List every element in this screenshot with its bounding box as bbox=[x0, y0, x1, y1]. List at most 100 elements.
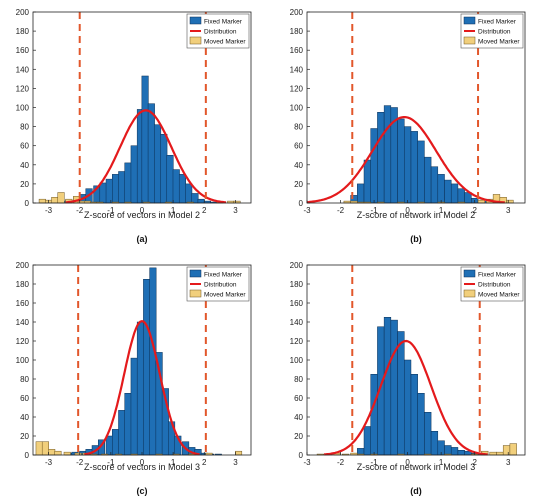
x-tick-label: 2 bbox=[202, 458, 207, 467]
panel-caption: (d) bbox=[410, 486, 422, 496]
fixed-marker-bar bbox=[370, 374, 378, 456]
distribution-curve bbox=[306, 115, 505, 204]
fixed-marker-bar bbox=[130, 357, 138, 456]
distribution-curve bbox=[65, 109, 227, 204]
y-tick-label: 80 bbox=[294, 375, 303, 384]
y-tick-label: 100 bbox=[290, 356, 304, 365]
x-axis-label: Z-score of network in Model 2 bbox=[357, 210, 476, 220]
x-tick-label: 1 bbox=[439, 206, 444, 215]
x-axis-label: Z-score of vectors in Model 2 bbox=[84, 210, 200, 220]
y-tick-label: 60 bbox=[294, 142, 303, 151]
moved-marker-bar bbox=[41, 441, 49, 456]
y-tick-label: 140 bbox=[290, 65, 304, 74]
x-tick-label: -2 bbox=[337, 458, 345, 467]
fixed-marker-bar bbox=[191, 193, 199, 204]
y-tick-label: 180 bbox=[16, 27, 30, 36]
fixed-marker-bar bbox=[160, 133, 168, 204]
y-tick-label: 0 bbox=[299, 451, 304, 460]
fixed-marker-bar bbox=[450, 447, 459, 456]
y-tick-label: 40 bbox=[294, 161, 303, 170]
legend-distribution-label: Distribution bbox=[204, 282, 237, 289]
fixed-marker-bar bbox=[377, 112, 385, 204]
fixed-marker-bar bbox=[444, 179, 452, 204]
x-tick-label: 1 bbox=[171, 206, 176, 215]
y-tick-label: 40 bbox=[20, 413, 29, 422]
fixed-marker-bar bbox=[118, 171, 126, 204]
legend-moved-swatch bbox=[189, 289, 202, 298]
x-tick-label: -3 bbox=[45, 206, 53, 215]
fixed-marker-bar bbox=[437, 174, 445, 204]
y-tick-label: 20 bbox=[20, 180, 29, 189]
y-tick-label: 20 bbox=[294, 432, 303, 441]
legend-fixed-label: Fixed Marker bbox=[478, 272, 517, 279]
panel-a: 0 20 40 60 80 100 120 140 160 180 200 -3 -2 -1 0 1 2 3 Z-s… bbox=[16, 8, 252, 244]
fixed-marker-bar bbox=[124, 162, 132, 204]
x-tick-label: -1 bbox=[371, 458, 379, 467]
x-tick-label: 0 bbox=[140, 206, 145, 215]
y-tick-label: 120 bbox=[16, 337, 30, 346]
legend: Fixed Marker Distribution Moved Marker bbox=[186, 266, 250, 302]
legend-fixed-swatch bbox=[189, 269, 202, 278]
moved-marker-bar bbox=[489, 451, 497, 456]
fixed-marker-bar bbox=[197, 198, 205, 204]
fixed-marker-bar bbox=[105, 435, 113, 456]
y-tick-label: 80 bbox=[20, 375, 29, 384]
legend-fixed-label: Fixed Marker bbox=[204, 19, 243, 26]
y-tick-label: 140 bbox=[290, 318, 304, 327]
moved-marker-bar bbox=[502, 445, 511, 456]
fixed-marker-bar bbox=[112, 174, 120, 204]
legend: Fixed Marker Distribution Moved Marker bbox=[460, 13, 524, 49]
fixed-marker-bar bbox=[430, 431, 439, 456]
y-tick-label: 100 bbox=[16, 104, 30, 113]
y-tick-label: 20 bbox=[294, 180, 303, 189]
x-axis-label: Z-score of network in Model 3 bbox=[357, 462, 476, 472]
fixed-marker-bar bbox=[397, 118, 405, 204]
fixed-marker-bar bbox=[105, 178, 113, 204]
moved-marker-bar bbox=[235, 450, 243, 456]
fixed-marker-bar bbox=[99, 182, 107, 204]
y-tick-label: 200 bbox=[290, 261, 304, 270]
fixed-marker-bar bbox=[383, 317, 392, 456]
fixed-marker-bar bbox=[417, 393, 425, 456]
y-tick-label: 80 bbox=[20, 123, 29, 132]
fixed-marker-bar bbox=[112, 429, 120, 456]
y-tick-label: 160 bbox=[16, 46, 30, 55]
y-tick-label: 120 bbox=[290, 84, 304, 93]
x-tick-label: 3 bbox=[506, 206, 511, 215]
fixed-marker-bar bbox=[410, 131, 418, 204]
fixed-marker-bar bbox=[457, 450, 465, 456]
moved-marker-bar bbox=[51, 197, 59, 204]
fixed-marker-bar bbox=[397, 331, 405, 456]
panel-d: 0 20 40 60 80 100 120 140 160 180 200 -3 -2 -1 0 1 2 3 Z-s… bbox=[290, 261, 526, 496]
fixed-marker-bar bbox=[149, 267, 157, 456]
x-tick-label: 2 bbox=[472, 458, 477, 467]
distribution-curve bbox=[84, 319, 200, 456]
panel-c: 0 20 40 60 80 100 120 140 160 180 200 -3 -2 -1 0 1 2 3 Z-s… bbox=[16, 261, 252, 496]
y-tick-label: 160 bbox=[290, 299, 304, 308]
legend-moved-label: Moved Marker bbox=[478, 39, 520, 46]
fixed-marker-bar bbox=[404, 126, 412, 204]
y-tick-label: 120 bbox=[290, 337, 304, 346]
x-tick-label: 0 bbox=[140, 458, 145, 467]
fixed-marker-bar bbox=[130, 145, 138, 204]
panel-caption: (a) bbox=[137, 234, 148, 244]
fixed-marker-bar bbox=[383, 105, 392, 204]
x-tick-label: 2 bbox=[472, 206, 477, 215]
fixed-marker-bar bbox=[357, 183, 365, 204]
legend-moved-label: Moved Marker bbox=[204, 39, 246, 46]
fixed-marker-bar bbox=[363, 159, 371, 204]
legend: Fixed Marker Distribution Moved Marker bbox=[186, 13, 250, 49]
fixed-marker-bar bbox=[404, 359, 412, 456]
moved-marker-bar bbox=[509, 443, 517, 456]
y-tick-label: 200 bbox=[16, 261, 30, 270]
x-tick-label: 2 bbox=[202, 206, 207, 215]
x-tick-label: 1 bbox=[171, 458, 176, 467]
legend-fixed-swatch bbox=[463, 269, 476, 278]
legend-fixed-label: Fixed Marker bbox=[204, 272, 243, 279]
legend-moved-swatch bbox=[463, 289, 476, 298]
moved-marker-bar bbox=[63, 451, 71, 456]
y-tick-label: 160 bbox=[16, 299, 30, 308]
legend-moved-label: Moved Marker bbox=[478, 292, 520, 299]
